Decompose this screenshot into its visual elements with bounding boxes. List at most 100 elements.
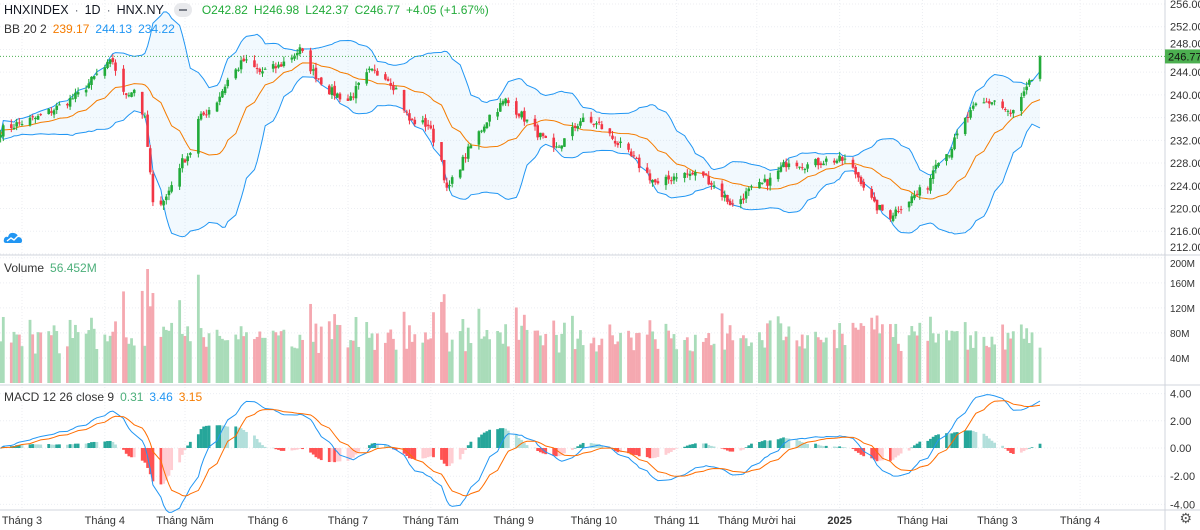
candle-body xyxy=(616,142,620,146)
candle-body xyxy=(894,209,898,217)
volume-bar xyxy=(840,333,844,383)
candle-body xyxy=(218,96,222,102)
volume-bar xyxy=(204,346,208,383)
volume-bar xyxy=(426,339,430,383)
volume-bar xyxy=(683,339,687,383)
macd-histogram-bar xyxy=(188,441,192,448)
candle-body xyxy=(202,112,205,115)
candle-body xyxy=(648,173,652,181)
candle-body xyxy=(913,195,916,199)
macd-histogram-bar xyxy=(635,448,638,456)
volume-legend[interactable]: Volume 56.452M xyxy=(4,261,97,275)
price-tick: 224.00 xyxy=(1170,181,1200,193)
macd-histogram-bar xyxy=(237,427,240,448)
candle-body xyxy=(234,69,238,79)
volume-bar xyxy=(782,340,785,383)
macd-histogram-bar xyxy=(271,447,275,449)
macd-histogram-bar xyxy=(571,448,574,451)
candle-body xyxy=(333,85,336,96)
candle-body xyxy=(651,179,654,183)
candle-body xyxy=(442,160,446,181)
volume-bar xyxy=(651,331,654,383)
candle-body xyxy=(525,119,529,122)
interval[interactable]: 1D xyxy=(84,3,101,17)
macd-histogram-bar xyxy=(204,425,208,448)
macd-histogram-bar xyxy=(573,447,577,449)
volume-bar xyxy=(859,323,863,383)
candle-body xyxy=(907,201,911,208)
bb-name: BB 20 2 xyxy=(4,22,47,36)
volume-bar xyxy=(504,324,508,383)
candle-body xyxy=(835,160,839,163)
candle-body xyxy=(445,182,449,188)
volume-bar xyxy=(1003,349,1007,383)
macd-tick: 4.00 xyxy=(1170,389,1191,401)
candle-body xyxy=(365,72,368,84)
volume-bar xyxy=(167,330,171,383)
macd-histogram-bar xyxy=(84,443,88,448)
macd-histogram-bar xyxy=(450,448,454,464)
macd-histogram-bar xyxy=(720,448,724,449)
macd-histogram-bar xyxy=(148,448,152,475)
symbol-name[interactable]: HNXINDEX xyxy=(4,3,69,17)
volume-bar xyxy=(464,351,467,383)
volume-bar xyxy=(720,313,724,383)
volume-bar xyxy=(608,324,612,383)
bb-upper-line xyxy=(0,11,1041,176)
volume-bar xyxy=(544,333,548,383)
candle-body xyxy=(261,71,264,74)
candle-body xyxy=(52,110,56,115)
candle-body xyxy=(170,185,173,192)
volume-bar xyxy=(913,331,916,383)
volume-bar xyxy=(74,324,77,383)
macd-histogram-bar xyxy=(346,448,350,461)
macd-histogram-bar xyxy=(298,448,302,449)
macd-histogram-bar xyxy=(504,428,508,448)
candle-body xyxy=(656,181,660,184)
candle-body xyxy=(990,102,994,105)
macd-histogram-bar xyxy=(33,444,37,448)
candle-body xyxy=(686,173,689,175)
volume-bar xyxy=(514,307,518,383)
macd-histogram-bar xyxy=(889,448,892,461)
tradingview-cloud-icon[interactable] xyxy=(3,230,23,246)
macd-histogram-bar xyxy=(74,443,77,448)
volume-bar xyxy=(183,335,187,383)
candle-body xyxy=(293,55,296,59)
volume-bar xyxy=(12,331,16,383)
gear-icon[interactable]: ⚙ xyxy=(1179,510,1192,526)
bb-legend[interactable]: BB 20 2 239.17 244.13 234.22 xyxy=(4,22,175,36)
macd-histogram-bar xyxy=(461,448,465,454)
macd-hist-value: 0.31 xyxy=(120,390,144,404)
volume-bar xyxy=(274,332,278,383)
symbol-legend: HNXINDEX · 1D · HNX.NY O242.82 H246.98 L24… xyxy=(4,3,489,17)
volume-bar xyxy=(798,346,801,383)
volume-bar xyxy=(450,339,454,383)
macd-legend[interactable]: MACD 12 26 close 9 0.31 3.46 3.15 xyxy=(4,390,202,404)
volume-bar xyxy=(520,325,524,383)
macd-histogram-bar xyxy=(645,448,649,458)
candle-body xyxy=(440,142,443,161)
candle-body xyxy=(424,118,427,127)
bb-upper-value: 244.13 xyxy=(95,22,133,36)
macd-histogram-bar xyxy=(15,445,19,448)
macd-histogram-bar xyxy=(851,448,855,449)
minus-icon[interactable] xyxy=(173,3,192,17)
candle-body xyxy=(987,101,991,104)
macd-histogram-bar xyxy=(432,448,435,458)
volume-bar xyxy=(854,327,858,383)
volume-bar xyxy=(221,338,224,383)
candle-body xyxy=(253,60,256,68)
macd-histogram-bar xyxy=(20,445,24,448)
macd-histogram-bar xyxy=(629,448,633,455)
candle-body xyxy=(552,137,556,148)
candle-body xyxy=(384,74,387,80)
macd-histogram-bar xyxy=(597,444,601,448)
volume-bar xyxy=(39,332,43,383)
candle-body xyxy=(619,141,622,143)
candle-body xyxy=(167,190,171,196)
volume-bar xyxy=(122,291,125,383)
macd-histogram-bar xyxy=(672,448,676,451)
volume-bar xyxy=(386,332,390,383)
